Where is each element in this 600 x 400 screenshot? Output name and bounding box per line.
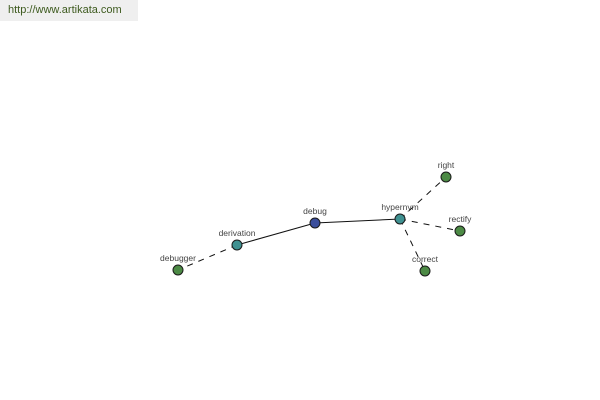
node-label: correct [412, 254, 439, 264]
node-label: rectify [449, 214, 472, 224]
node-label: debug [303, 206, 327, 216]
node-circle[interactable] [394, 213, 406, 225]
node-label: right [438, 160, 455, 170]
edge-hypernym-right [399, 176, 447, 220]
node-label: derivation [219, 228, 256, 238]
node-circle[interactable] [419, 265, 431, 277]
edge-debug-hypernym [314, 218, 401, 224]
edge-debug-derivation [236, 222, 316, 246]
node-right[interactable]: right [438, 160, 455, 183]
node-debug[interactable]: debug [303, 206, 327, 229]
node-label: hypernym [381, 202, 418, 212]
edge-hypernym-correct [399, 218, 426, 272]
node-derivation[interactable]: derivation [219, 228, 256, 251]
edge-derivation-debugger [177, 244, 238, 271]
node-hypernym[interactable]: hypernym [381, 202, 419, 225]
node-circle[interactable] [440, 171, 452, 183]
node-debugger[interactable]: debugger [160, 253, 196, 276]
node-label: debugger [160, 253, 196, 263]
node-circle[interactable] [309, 217, 321, 229]
node-circle[interactable] [172, 264, 184, 276]
edge-hypernym-rectify [399, 218, 461, 232]
node-rectify[interactable]: rectify [449, 214, 472, 237]
site-url-link[interactable]: http://www.artikata.com [8, 4, 122, 16]
node-circle[interactable] [454, 225, 466, 237]
node-circle[interactable] [231, 239, 243, 251]
node-correct[interactable]: correct [412, 254, 439, 277]
site-banner[interactable]: http://www.artikata.com [0, 0, 138, 21]
